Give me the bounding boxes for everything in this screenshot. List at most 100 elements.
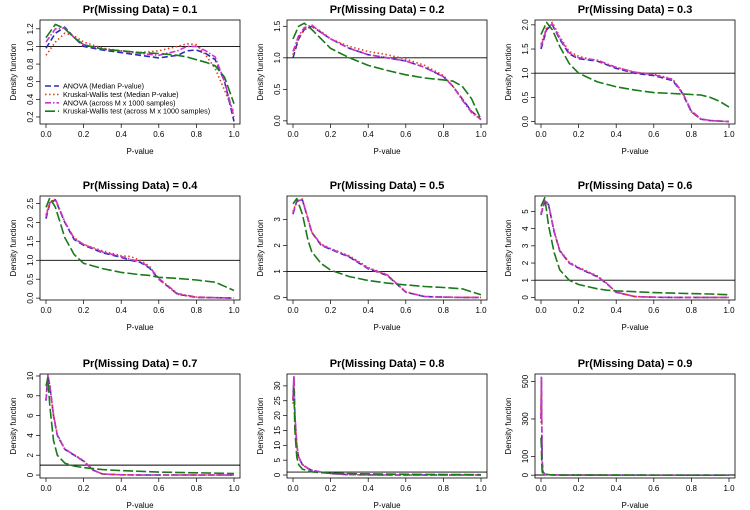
y-tick-label: 1.5 bbox=[521, 43, 530, 55]
y-tick-label: 0.0 bbox=[521, 115, 530, 127]
y-tick-label: 30 bbox=[273, 381, 282, 390]
x-axis-label: P-value bbox=[126, 501, 154, 510]
x-tick-label: 1.0 bbox=[228, 484, 240, 493]
panel-6: Pr(Missing Data) = 0.6 0.0 0.2 0.4 0.6 0.8 1.0… bbox=[504, 180, 736, 332]
y-tick-label: 0.8 bbox=[26, 58, 35, 70]
y-tick-label: 20 bbox=[273, 411, 282, 420]
x-tick-label: 0.8 bbox=[686, 130, 698, 139]
y-tick-label: 2 bbox=[273, 243, 282, 248]
x-tick-label: 0.8 bbox=[686, 306, 698, 315]
x-axis-label: P-value bbox=[621, 501, 649, 510]
y-tick-label: 3 bbox=[273, 217, 282, 222]
y-tick-label: 25 bbox=[273, 396, 282, 405]
panel-7: Pr(Missing Data) = 0.7 0.0 0.2 0.4 0.6 0.8 1.0… bbox=[9, 358, 241, 510]
y-axis-label: Density function bbox=[9, 44, 18, 101]
y-tick-label: 3 bbox=[521, 243, 530, 248]
x-tick-label: 1.0 bbox=[723, 130, 735, 139]
y-tick-label: 0 bbox=[521, 295, 530, 300]
panel-4: Pr(Missing Data) = 0.4 0.0 0.2 0.4 0.6 0.8 1.0… bbox=[9, 180, 241, 332]
series-line-dashdot bbox=[540, 23, 730, 123]
x-tick-label: 1.0 bbox=[475, 484, 487, 493]
series-line-longdash bbox=[45, 23, 235, 104]
series-line-dashdot bbox=[292, 374, 481, 476]
x-tick-label: 0.8 bbox=[191, 306, 203, 315]
y-tick-label: 0.0 bbox=[26, 292, 35, 304]
panel-title: Pr(Missing Data) = 0.2 bbox=[330, 4, 445, 16]
x-tick-label: 0.0 bbox=[40, 306, 52, 315]
x-tick-label: 0.2 bbox=[573, 130, 585, 139]
x-tick-label: 0.0 bbox=[40, 130, 52, 139]
series-line-dot bbox=[292, 379, 481, 476]
y-axis-label: Density function bbox=[504, 398, 513, 455]
series-line-dash bbox=[292, 25, 482, 121]
y-tick-label: 5 bbox=[521, 209, 530, 214]
series-line-dashdot bbox=[292, 24, 482, 121]
panel-title: Pr(Missing Data) = 0.5 bbox=[330, 180, 445, 192]
x-axis-label: P-value bbox=[373, 147, 401, 156]
x-tick-label: 0.4 bbox=[363, 484, 375, 493]
x-tick-label: 0.4 bbox=[611, 130, 623, 139]
series-line-dashdot bbox=[45, 198, 235, 299]
plot-frame bbox=[286, 19, 488, 125]
series-line-dot bbox=[45, 374, 234, 476]
y-tick-label: 2.0 bbox=[521, 19, 530, 31]
x-axis-label: P-value bbox=[126, 323, 154, 332]
panel-title: Pr(Missing Data) = 0.9 bbox=[578, 358, 693, 370]
legend-entry: Kruskal-Wallis test (Median P-value) bbox=[63, 90, 179, 99]
series-line-dashdot bbox=[540, 200, 729, 299]
series-line-longdash bbox=[292, 197, 482, 296]
y-tick-label: 2 bbox=[521, 260, 530, 265]
y-tick-label: 1 bbox=[273, 269, 282, 274]
x-tick-label: 0.6 bbox=[400, 484, 412, 493]
series-line-dash bbox=[45, 375, 234, 476]
x-tick-label: 0.6 bbox=[153, 484, 165, 493]
x-tick-label: 0.2 bbox=[325, 484, 337, 493]
series-line-longdash bbox=[45, 197, 235, 292]
x-tick-label: 0.4 bbox=[363, 130, 375, 139]
y-tick-label: 1.0 bbox=[26, 254, 35, 266]
y-tick-label: 0.5 bbox=[273, 83, 282, 95]
legend: ANOVA (Median P-value)Kruskal-Wallis tes… bbox=[45, 82, 210, 116]
x-tick-label: 0.2 bbox=[78, 130, 90, 139]
x-tick-label: 0.0 bbox=[535, 484, 547, 493]
plot-frame bbox=[39, 195, 241, 301]
x-tick-label: 0.0 bbox=[287, 484, 299, 493]
y-axis-label: Density function bbox=[9, 220, 18, 277]
series-line-dot bbox=[45, 32, 235, 113]
y-tick-label: 0.0 bbox=[273, 115, 282, 127]
y-axis-label: Density function bbox=[256, 398, 265, 455]
x-tick-label: 1.0 bbox=[475, 306, 487, 315]
panel-5: Pr(Missing Data) = 0.5 0.0 0.2 0.4 0.6 0.8 1.0… bbox=[256, 180, 488, 332]
x-axis-label: P-value bbox=[126, 147, 154, 156]
y-axis-label: Density function bbox=[256, 220, 265, 277]
x-tick-label: 0.6 bbox=[648, 484, 660, 493]
x-axis-label: P-value bbox=[621, 147, 649, 156]
series-line-dot bbox=[45, 199, 235, 299]
panel-title: Pr(Missing Data) = 0.1 bbox=[83, 4, 198, 16]
legend-entry: ANOVA (Median P-value) bbox=[63, 82, 144, 91]
series-line-longdash bbox=[292, 388, 482, 476]
plot-frame bbox=[534, 195, 736, 301]
y-tick-label: 300 bbox=[521, 412, 530, 426]
y-tick-label: 2.5 bbox=[26, 197, 35, 209]
panel-8: Pr(Missing Data) = 0.8 0.0 0.2 0.4 0.6 0.8 1.0… bbox=[256, 358, 488, 510]
panel-title: Pr(Missing Data) = 0.8 bbox=[330, 358, 445, 370]
y-tick-label: 4 bbox=[521, 226, 530, 231]
x-tick-label: 0.8 bbox=[438, 484, 450, 493]
x-tick-label: 0.4 bbox=[363, 306, 375, 315]
x-tick-label: 0.6 bbox=[153, 306, 165, 315]
y-tick-label: 500 bbox=[521, 374, 530, 388]
y-tick-label: 1.0 bbox=[26, 40, 35, 52]
x-tick-label: 0.0 bbox=[287, 306, 299, 315]
x-tick-label: 1.0 bbox=[228, 130, 240, 139]
x-tick-label: 0.4 bbox=[116, 130, 128, 139]
series-line-longdash bbox=[540, 196, 730, 296]
panel-title: Pr(Missing Data) = 0.4 bbox=[83, 180, 199, 192]
x-tick-label: 0.8 bbox=[438, 130, 450, 139]
x-tick-label: 0.6 bbox=[400, 130, 412, 139]
x-tick-label: 0.6 bbox=[153, 130, 165, 139]
y-tick-label: 10 bbox=[26, 371, 35, 380]
x-tick-label: 0.2 bbox=[573, 484, 585, 493]
x-axis-label: P-value bbox=[373, 501, 401, 510]
